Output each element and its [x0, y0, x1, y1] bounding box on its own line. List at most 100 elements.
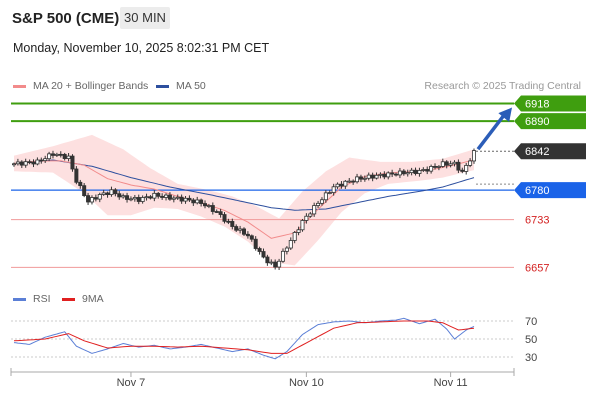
chart-datetime: Monday, November 10, 2025 8:02:31 PM CET — [13, 41, 270, 55]
target-label-6918: 6918 — [525, 99, 549, 111]
current-price-label: 6842 — [525, 146, 549, 158]
candle — [397, 167, 402, 179]
candle — [89, 195, 94, 205]
x-tick-label: Nov 10 — [289, 377, 324, 389]
bollinger-bands — [14, 134, 474, 266]
candle — [148, 195, 153, 200]
candle — [444, 160, 449, 169]
candle — [58, 151, 63, 158]
legend-swatch-rsi — [13, 297, 26, 301]
price-level-labels: 6918 6890 6842 6780 6733 6657 — [514, 95, 586, 274]
candle — [436, 165, 441, 171]
candle — [421, 167, 426, 173]
candle — [245, 231, 250, 239]
candle — [288, 237, 293, 250]
candle — [23, 158, 28, 168]
candle — [304, 213, 309, 224]
rsi-ma9-line — [13, 320, 475, 354]
price-levels — [11, 102, 514, 268]
candle — [417, 167, 422, 177]
candle — [440, 158, 445, 168]
candle — [171, 195, 176, 203]
legend-item-ma20: MA 20 + Bollinger Bands — [13, 80, 148, 92]
timeframe-button[interactable]: 30 MIN — [120, 7, 170, 29]
candle — [296, 226, 301, 236]
candle — [370, 172, 375, 182]
candle — [460, 167, 465, 174]
ma50-line — [13, 159, 475, 211]
candle — [175, 194, 180, 200]
candle — [234, 224, 239, 233]
rsi-line — [13, 317, 475, 360]
target-label-6890: 6890 — [525, 116, 549, 128]
candle — [140, 195, 145, 204]
candle — [27, 159, 32, 165]
candle — [210, 202, 215, 215]
candle — [47, 151, 52, 162]
candle — [405, 169, 410, 177]
legend-label-ma20: MA 20 + Bollinger Bands — [33, 80, 149, 92]
candle — [335, 182, 340, 189]
candle — [382, 171, 387, 180]
candles — [11, 148, 476, 270]
candle — [179, 194, 184, 204]
candle — [351, 179, 356, 185]
candle — [35, 157, 40, 166]
candle — [31, 159, 36, 168]
candle — [226, 218, 231, 225]
candle — [144, 193, 149, 201]
candle — [93, 194, 98, 202]
ma20-line — [13, 159, 475, 239]
candle — [249, 234, 254, 242]
candle — [86, 192, 91, 205]
candle — [468, 158, 473, 168]
candle — [109, 186, 114, 197]
legend-item-rsi: RSI — [13, 293, 51, 305]
rsi-tick-50: 50 — [525, 334, 537, 346]
candle — [128, 196, 133, 202]
candle — [125, 192, 130, 203]
candle — [191, 198, 196, 206]
candle — [425, 166, 430, 175]
candle — [50, 150, 55, 159]
candle — [167, 192, 172, 201]
candle — [284, 246, 289, 255]
candle — [74, 166, 79, 185]
candle — [409, 167, 414, 176]
candle — [269, 259, 274, 266]
candle — [218, 208, 223, 218]
candle — [378, 172, 383, 179]
candle — [471, 148, 476, 164]
candle — [117, 190, 122, 200]
legend-swatch-ma20 — [13, 84, 26, 88]
legend-label-ma9: 9MA — [82, 293, 104, 305]
candle — [319, 197, 324, 206]
candle — [132, 194, 137, 202]
candle — [358, 174, 363, 183]
current-price-tag — [514, 143, 586, 160]
candle — [70, 154, 75, 172]
candle — [253, 236, 258, 251]
candle — [199, 198, 204, 207]
research-credit: Research © 2025 Trading Central — [424, 80, 581, 92]
rsi-tick-70: 70 — [525, 316, 537, 328]
candle — [113, 188, 118, 197]
candle — [390, 169, 395, 178]
candle — [343, 180, 348, 189]
candle — [433, 163, 438, 170]
candle — [292, 231, 297, 244]
candle — [206, 203, 211, 209]
rsi-tick-30: 30 — [525, 352, 537, 364]
candle — [19, 160, 24, 169]
candle — [183, 195, 188, 204]
candle — [164, 193, 169, 201]
legend-swatch-ma50 — [156, 84, 169, 88]
candle — [401, 169, 406, 176]
candle — [300, 218, 305, 232]
candle — [241, 227, 246, 237]
candle — [429, 164, 434, 174]
candle — [156, 191, 161, 199]
time-axis: Nov 7 Nov 10 Nov 11 — [10, 368, 515, 389]
candle — [327, 190, 332, 195]
